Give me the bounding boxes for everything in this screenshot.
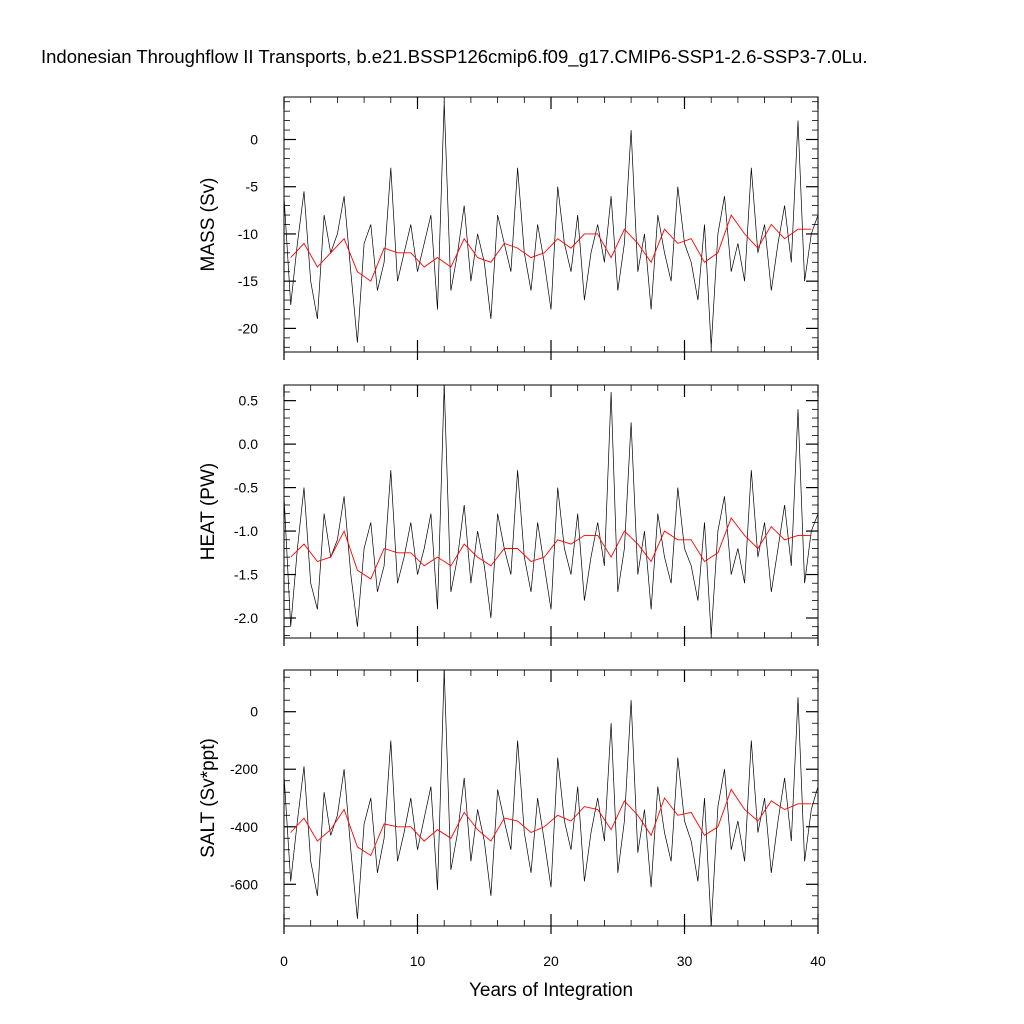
x-tick-label: 40 [810, 953, 826, 969]
y-tick-label: -2.0 [234, 610, 258, 626]
x-tick-label: 10 [410, 953, 426, 969]
y-tick-label: -10 [238, 226, 258, 242]
plot-frame-3 [283, 669, 819, 927]
series-line-monthly [283, 384, 819, 636]
y-tick-label: -1.0 [234, 523, 258, 539]
x-tick-label: 0 [280, 953, 288, 969]
series-line-annual [290, 517, 812, 580]
y-tick-label: -15 [238, 273, 258, 289]
series-annual [290, 788, 812, 857]
y-tick-label: -20 [238, 320, 258, 336]
y-tick-label: 0.0 [239, 436, 259, 452]
y-tick-label: 0 [250, 704, 258, 720]
x-tick-label: 30 [677, 953, 693, 969]
series-line-monthly [283, 669, 819, 927]
series-line-annual [290, 788, 812, 857]
series-annual [290, 214, 812, 282]
y-axis-label-1: MASS (Sv) [198, 178, 219, 272]
y-axis-label-2: HEAT (PW) [198, 463, 219, 560]
y-axis-label-3: SALT (Sv*ppt) [198, 738, 219, 858]
x-tick-label: 20 [543, 953, 559, 969]
series-annual [290, 517, 812, 580]
y-tick-label: -400 [230, 819, 258, 835]
series-monthly [283, 384, 819, 636]
y-tick-label: -200 [230, 761, 258, 777]
y-tick-label: 0.5 [239, 393, 259, 409]
y-tick-label: 0 [250, 132, 258, 148]
chart-title: Indonesian Throughflow II Transports, b.… [41, 46, 868, 67]
y-tick-label: -600 [230, 876, 258, 892]
plot-frame-2 [283, 384, 819, 639]
y-tick-label: -1.5 [234, 567, 258, 583]
series-monthly [283, 669, 819, 927]
y-tick-label: -0.5 [234, 480, 258, 496]
y-tick-label: -5 [246, 179, 259, 195]
series-line-annual [290, 214, 812, 282]
x-axis-label: Years of Integration [469, 980, 633, 1001]
